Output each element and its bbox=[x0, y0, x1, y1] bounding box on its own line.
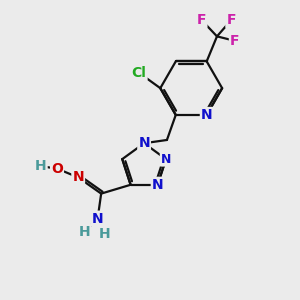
Text: H: H bbox=[79, 225, 90, 239]
Text: N: N bbox=[138, 136, 150, 150]
Text: O: O bbox=[51, 162, 63, 176]
Text: N: N bbox=[152, 178, 164, 192]
Text: Cl: Cl bbox=[132, 66, 146, 80]
Text: N: N bbox=[161, 153, 171, 166]
Text: F: F bbox=[230, 34, 239, 48]
Text: H: H bbox=[98, 227, 110, 241]
Text: N: N bbox=[201, 108, 212, 122]
Text: F: F bbox=[226, 13, 236, 27]
Text: H: H bbox=[35, 159, 46, 173]
Text: F: F bbox=[197, 13, 206, 27]
Text: N: N bbox=[72, 170, 84, 184]
Text: N: N bbox=[92, 212, 103, 226]
